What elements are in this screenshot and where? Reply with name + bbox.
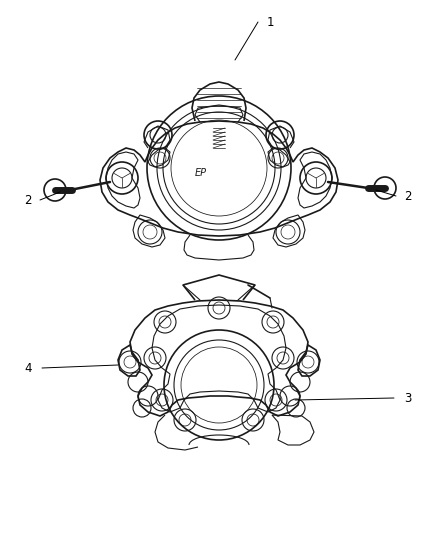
Text: EP: EP	[195, 168, 207, 178]
Text: 2: 2	[404, 190, 412, 203]
Text: 3: 3	[404, 392, 412, 405]
Text: 4: 4	[24, 361, 32, 375]
Text: 2: 2	[24, 193, 32, 206]
Text: 1: 1	[266, 15, 274, 28]
